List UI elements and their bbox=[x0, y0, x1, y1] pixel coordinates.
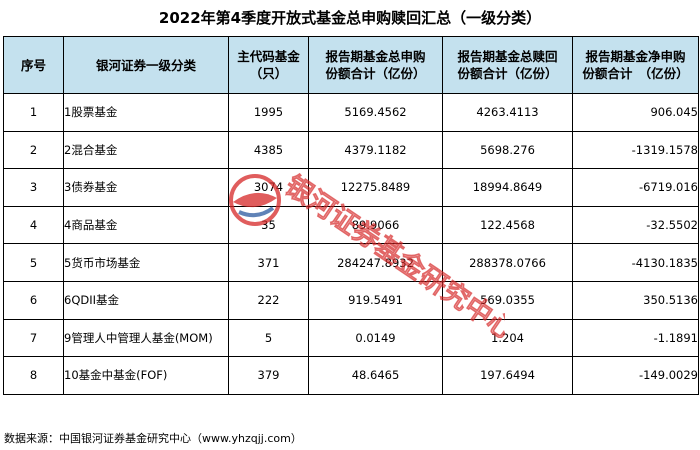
header-fund-count: 主代码基金 （只） bbox=[228, 36, 309, 94]
fund-summary-table: 序号 银河证券一级分类 主代码基金 （只） 报告期基金总申购 份额合计（亿份） 报告… bbox=[3, 36, 699, 395]
cell-fund-count: 35 bbox=[228, 205, 309, 245]
data-source-note: 数据来源：中国银河证券基金研究中心（www.yhzqjj.com） bbox=[4, 432, 302, 445]
cell-index: 3 bbox=[3, 168, 64, 207]
table-row: 1 1股票基金 1995 5169.4562 4263.4113 906.045 bbox=[3, 93, 699, 132]
cell-subscription: 4379.1182 bbox=[308, 130, 443, 170]
header-net-subscription: 报告期基金净申购 份额合计 （亿份） bbox=[572, 36, 699, 94]
table-title: 2022年第4季度开放式基金总申购赎回汇总（一级分类） bbox=[158, 9, 542, 27]
cell-redemption: 4263.4113 bbox=[442, 93, 573, 132]
cell-category: 9管理人中管理人基金(MOM) bbox=[63, 318, 229, 358]
cell-net-subscription: 906.045 bbox=[572, 93, 699, 132]
table-row: 8 10基金中基金(FOF) 379 48.6465 197.6494 -149.0029 bbox=[3, 356, 699, 395]
cell-redemption: 1.204 bbox=[442, 318, 573, 358]
table-row: 2 2混合基金 4385 4379.1182 5698.276 -1319.1578 bbox=[3, 130, 699, 170]
cell-category: 5货币市场基金 bbox=[63, 243, 229, 282]
cell-subscription: 89.9066 bbox=[308, 205, 443, 245]
table-row: 3 3债券基金 3074 12275.8489 18994.8649 -6719.016 bbox=[3, 168, 699, 207]
cell-net-subscription: -4130.1835 bbox=[572, 243, 699, 282]
cell-index: 4 bbox=[3, 205, 64, 245]
cell-net-subscription: -1.1891 bbox=[572, 318, 699, 358]
cell-fund-count: 3074 bbox=[228, 168, 309, 207]
cell-index: 6 bbox=[3, 280, 64, 320]
cell-net-subscription: -32.5502 bbox=[572, 205, 699, 245]
table-row: 7 9管理人中管理人基金(MOM) 5 0.0149 1.204 -1.1891 bbox=[3, 318, 699, 358]
cell-redemption: 18994.8649 bbox=[442, 168, 573, 207]
cell-redemption: 288378.0766 bbox=[442, 243, 573, 282]
cell-category: 4商品基金 bbox=[63, 205, 229, 245]
header-category: 银河证券一级分类 bbox=[63, 36, 229, 94]
header-subscription: 报告期基金总申购 份额合计（亿份） bbox=[308, 36, 443, 94]
cell-fund-count: 379 bbox=[228, 356, 309, 395]
cell-fund-count: 222 bbox=[228, 280, 309, 320]
cell-subscription: 919.5491 bbox=[308, 280, 443, 320]
cell-fund-count: 1995 bbox=[228, 93, 309, 132]
cell-category: 2混合基金 bbox=[63, 130, 229, 170]
header-row: 序号 银河证券一级分类 主代码基金 （只） 报告期基金总申购 份额合计（亿份） 报告… bbox=[3, 36, 699, 94]
cell-fund-count: 5 bbox=[228, 318, 309, 358]
cell-subscription: 0.0149 bbox=[308, 318, 443, 358]
cell-net-subscription: -149.0029 bbox=[572, 356, 699, 395]
cell-category: 3债券基金 bbox=[63, 168, 229, 207]
cell-index: 1 bbox=[3, 93, 64, 132]
cell-subscription: 284247.8932 bbox=[308, 243, 443, 282]
cell-subscription: 48.6465 bbox=[308, 356, 443, 395]
cell-net-subscription: -6719.016 bbox=[572, 168, 699, 207]
cell-index: 2 bbox=[3, 130, 64, 170]
table-row: 4 4商品基金 35 89.9066 122.4568 -32.5502 bbox=[3, 205, 699, 245]
cell-redemption: 569.0355 bbox=[442, 280, 573, 320]
cell-index: 7 bbox=[3, 318, 64, 358]
cell-fund-count: 371 bbox=[228, 243, 309, 282]
cell-index: 8 bbox=[3, 356, 64, 395]
header-redemption: 报告期基金总赎回 份额合计（亿份） bbox=[442, 36, 573, 94]
cell-redemption: 197.6494 bbox=[442, 356, 573, 395]
header-index: 序号 bbox=[3, 36, 64, 94]
cell-category: 10基金中基金(FOF) bbox=[63, 356, 229, 395]
cell-fund-count: 4385 bbox=[228, 130, 309, 170]
cell-subscription: 12275.8489 bbox=[308, 168, 443, 207]
cell-redemption: 5698.276 bbox=[442, 130, 573, 170]
cell-redemption: 122.4568 bbox=[442, 205, 573, 245]
cell-category: 1股票基金 bbox=[63, 93, 229, 132]
cell-net-subscription: -1319.1578 bbox=[572, 130, 699, 170]
table-row: 5 5货币市场基金 371 284247.8932 288378.0766 -4130.1… bbox=[3, 243, 699, 282]
cell-category: 6QDII基金 bbox=[63, 280, 229, 320]
cell-subscription: 5169.4562 bbox=[308, 93, 443, 132]
cell-index: 5 bbox=[3, 243, 64, 282]
cell-net-subscription: 350.5136 bbox=[572, 280, 699, 320]
table-row: 6 6QDII基金 222 919.5491 569.0355 350.5136 bbox=[3, 280, 699, 320]
